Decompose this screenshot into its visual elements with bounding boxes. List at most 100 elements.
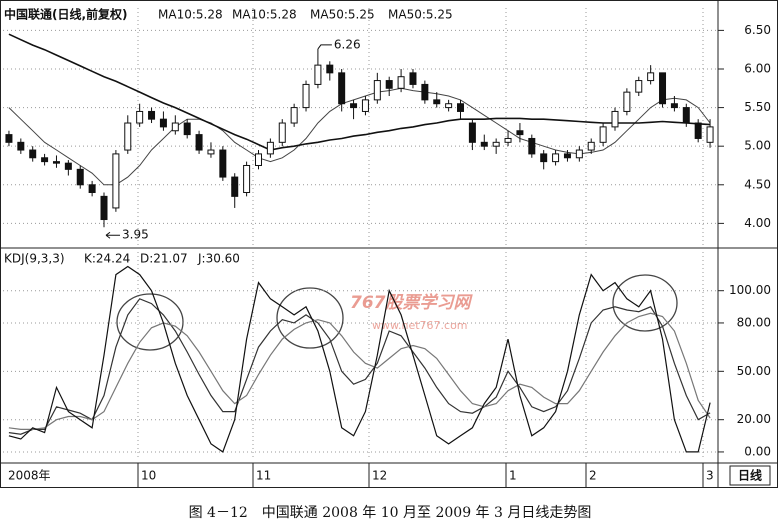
indicator-label: J:30.60 (197, 252, 240, 266)
candle-body (326, 64, 334, 74)
candle-body (552, 153, 560, 163)
candle-body (243, 164, 251, 194)
candle-body (338, 72, 346, 105)
candle-body (409, 72, 417, 85)
chart-title: KDJ(9,3,3) (4, 252, 65, 266)
candle-body (647, 72, 655, 82)
indicator-line (8, 298, 711, 435)
candle-body (183, 122, 191, 136)
candle-body (231, 176, 239, 197)
candle-body (41, 157, 49, 163)
x-tick-label: 11 (256, 469, 271, 483)
candle-body (219, 149, 227, 178)
x-tick-label: 10 (141, 469, 156, 483)
low-label: 3.95 (122, 228, 149, 242)
candle-body (682, 107, 690, 124)
candle-body (528, 137, 536, 155)
candle-body (694, 122, 702, 139)
period-label: 日线 (738, 468, 762, 483)
indicator-label: MA50:5.25 (310, 8, 375, 22)
indicator-label: MA50:5.25 (388, 8, 453, 22)
candle-body (635, 80, 643, 93)
candle-body (195, 134, 203, 151)
candle-body (52, 161, 60, 164)
indicator-line (8, 265, 711, 453)
indicator-label: MA10:5.28 (232, 8, 297, 22)
candle-body (76, 168, 84, 186)
candle-body (611, 110, 619, 128)
candle-body (421, 83, 429, 101)
x-tick-label: 2 (589, 469, 597, 483)
candle-body (397, 76, 405, 89)
candle-body (599, 126, 607, 143)
candle-body (88, 184, 96, 194)
candle-body (457, 103, 465, 112)
candle-body (670, 103, 678, 109)
x-tick-label: 2008年 (8, 469, 51, 483)
y-tick-label: 4.50 (744, 177, 771, 191)
indicator-line (8, 33, 711, 151)
candle-body (5, 134, 13, 143)
highlight-circle (276, 287, 344, 349)
candle-body (433, 99, 441, 105)
period-box (729, 465, 771, 486)
candle-body (100, 195, 108, 221)
candle-body (278, 122, 286, 143)
candle-body (148, 110, 156, 120)
candle-body (17, 141, 25, 151)
x-tick-label: 3 (706, 469, 714, 483)
y-tick-label: 20.00 (737, 412, 771, 426)
candle-body (29, 149, 37, 159)
candle-body (266, 141, 274, 155)
x-tick-label: 12 (372, 469, 387, 483)
indicator-label: MA10:5.28 (158, 8, 223, 22)
indicator-label: K:24.24 (84, 252, 130, 266)
candle-body (540, 153, 548, 163)
indicator-line (8, 312, 711, 430)
y-tick-label: 50.00 (737, 364, 771, 378)
indicator-label: D:21.07 (140, 252, 188, 266)
candle-body (290, 107, 298, 124)
candle-body (159, 118, 167, 128)
candle-body (136, 110, 144, 124)
candle-body (445, 103, 453, 109)
candle-body (171, 122, 179, 132)
candle-body (504, 137, 512, 143)
y-tick-label: 6.00 (744, 61, 771, 75)
y-tick-label: 80.00 (737, 315, 771, 329)
candle-body (563, 153, 571, 159)
candle-body (254, 153, 262, 166)
y-tick-label: 0.00 (744, 444, 771, 458)
candle-body (468, 122, 476, 143)
low-arrow (105, 231, 121, 239)
candle-body (492, 141, 500, 147)
candle-body (706, 126, 714, 143)
candle-body (659, 72, 667, 105)
high-arrow (317, 44, 332, 50)
high-label: 6.26 (334, 37, 361, 51)
caption: 图 4－12 中国联通 2008 年 10 月至 2009 年 3 月日线走势图 (189, 505, 592, 521)
candle-body (207, 149, 215, 155)
y-tick-label: 4.00 (744, 216, 771, 230)
y-tick-label: 6.50 (744, 23, 771, 37)
highlight-circle (612, 274, 678, 332)
candle-body (112, 153, 120, 209)
candle-body (575, 149, 583, 159)
watermark: 767股票学习网 (350, 293, 473, 313)
candle-body (373, 80, 381, 101)
highlight-circle (116, 293, 184, 351)
chart-title: 中国联通(日线,前复权) (4, 7, 128, 22)
candle-body (314, 64, 322, 85)
candle-body (480, 141, 488, 147)
candle-body (587, 141, 595, 151)
y-tick-label: 100.00 (729, 283, 771, 297)
watermark-url: www.net767.com (372, 319, 468, 332)
candle-body (302, 83, 310, 109)
candle-body (361, 99, 369, 112)
candle-body (350, 103, 358, 109)
candle-body (623, 91, 631, 112)
candle-body (64, 162, 72, 170)
x-tick-label: 1 (509, 469, 517, 483)
candle-body (124, 122, 132, 151)
